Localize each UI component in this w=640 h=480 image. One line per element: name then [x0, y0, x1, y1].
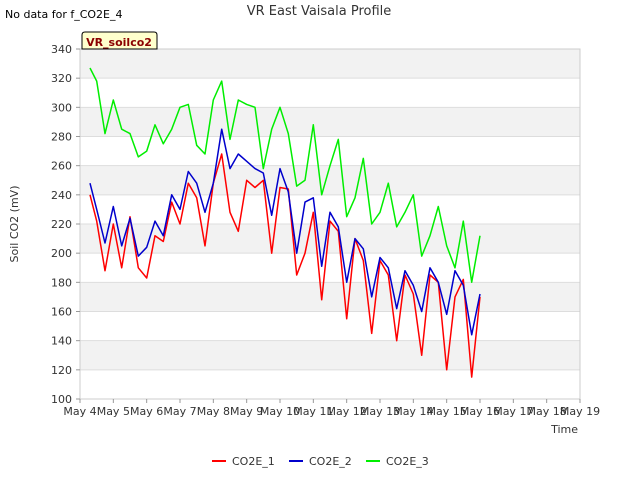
- tag-label: VR_soilco2: [86, 36, 152, 49]
- y-axis-label: Soil CO2 (mV): [8, 186, 21, 263]
- plot-band: [80, 253, 580, 283]
- y-tick-label: 260: [51, 160, 72, 173]
- legend-label: CO2E_2: [309, 455, 352, 468]
- plot-band: [80, 49, 580, 79]
- plot-band: [80, 136, 580, 166]
- y-tick-label: 180: [51, 276, 72, 289]
- no-data-label: No data for f_CO2E_4: [5, 8, 123, 21]
- plot-band: [80, 165, 580, 195]
- x-tick-label: May 9: [230, 405, 263, 418]
- series-line-co2e-1: [89, 153, 481, 378]
- legend: CO2E_1 CO2E_2 CO2E_3: [212, 455, 429, 468]
- chart-title: VR East Vaisala Profile: [247, 4, 392, 19]
- x-tick-label: May 13: [360, 405, 400, 418]
- x-tick-label: May 18: [527, 405, 567, 418]
- y-tick-label: 200: [51, 247, 72, 260]
- x-tick-label: May 10: [260, 405, 300, 418]
- series-lines: [89, 67, 481, 378]
- legend-label: CO2E_1: [232, 455, 275, 468]
- y-tick-label: 300: [51, 101, 72, 114]
- x-tick-label: May 19: [560, 405, 600, 418]
- y-tick-label: 100: [51, 393, 72, 406]
- plot-band: [80, 107, 580, 137]
- x-tick-label: May 11: [293, 405, 333, 418]
- y-tick-label: 280: [51, 131, 72, 144]
- x-tick-label: May 17: [493, 405, 533, 418]
- y-tick-label: 220: [51, 218, 72, 231]
- x-tick-label: May 8: [197, 405, 230, 418]
- y-tick-label: 140: [51, 335, 72, 348]
- x-tick-label: May 14: [393, 405, 433, 418]
- y-tick-label: 160: [51, 306, 72, 319]
- plot-band: [80, 282, 580, 312]
- tag-box: VR_soilco2: [81, 31, 158, 50]
- plot-band: [80, 311, 580, 341]
- plot-band: [80, 194, 580, 224]
- x-tick-label: May 16: [460, 405, 500, 418]
- y-tick-label: 240: [51, 189, 72, 202]
- x-tick-label: May 12: [327, 405, 367, 418]
- y-axis-ticks: 100 120 140 160 180 200 220 240 260 280 300 320 340: [51, 43, 80, 406]
- y-tick-label: 120: [51, 364, 72, 377]
- x-tick-label: May 15: [427, 405, 467, 418]
- tag-box-shape: [81, 31, 158, 50]
- plot-background: [80, 49, 580, 399]
- x-tick-label: May 6: [130, 405, 163, 418]
- legend-label: CO2E_3: [386, 455, 429, 468]
- y-tick-label: 320: [51, 72, 72, 85]
- x-tick-label: May 7: [163, 405, 196, 418]
- series-line-co2e-2: [89, 128, 481, 336]
- plot-band: [80, 369, 580, 399]
- series-line-co2e-3: [89, 67, 481, 284]
- x-axis-label: Time: [550, 423, 578, 436]
- plot-band: [80, 78, 580, 108]
- x-tick-label: May 5: [97, 405, 130, 418]
- plot-band: [80, 340, 580, 370]
- x-tick-label: May 4: [63, 405, 96, 418]
- y-tick-label: 340: [51, 43, 72, 56]
